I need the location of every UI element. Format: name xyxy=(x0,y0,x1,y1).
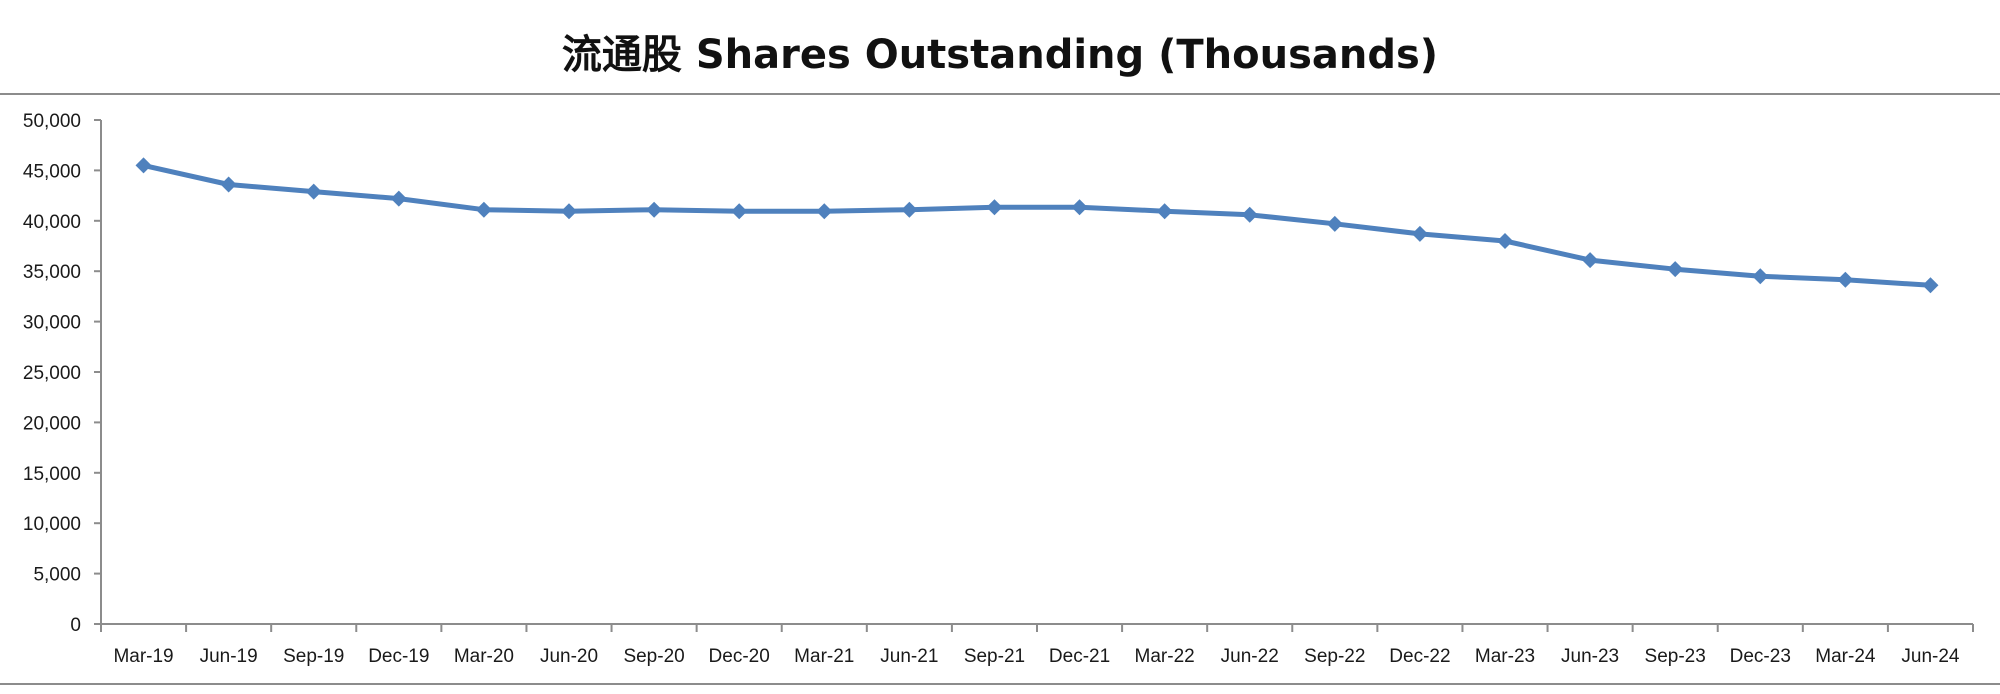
data-point-marker xyxy=(135,157,152,174)
x-tick-label: Dec-19 xyxy=(368,646,429,667)
y-tick-label: 35,000 xyxy=(23,262,81,283)
x-tick-label: Jun-19 xyxy=(200,646,258,667)
data-point-marker xyxy=(1411,225,1428,242)
y-tick-label: 25,000 xyxy=(23,363,81,384)
data-point-marker xyxy=(1071,199,1088,216)
x-tick-label: Sep-22 xyxy=(1304,646,1365,667)
y-tick-label: 45,000 xyxy=(23,161,81,182)
data-point-marker xyxy=(1752,268,1769,285)
y-tick-label: 50,000 xyxy=(23,111,81,132)
data-point-marker xyxy=(1922,277,1939,294)
data-point-marker xyxy=(305,183,322,200)
x-tick-label: Sep-23 xyxy=(1645,646,1706,667)
x-axis-tick-labels: Mar-19 Jun-19 Sep-19 Dec-19 Mar-20 Jun-20 Sep-… xyxy=(113,646,1959,667)
x-tick-label: Jun-23 xyxy=(1561,646,1619,667)
data-point-marker xyxy=(901,201,918,218)
data-point-marker xyxy=(1156,203,1173,220)
x-tick-label: Dec-22 xyxy=(1389,646,1450,667)
data-point-marker xyxy=(561,203,577,220)
y-tick-label: 0 xyxy=(70,615,81,636)
x-tick-label: Mar-22 xyxy=(1135,646,1195,667)
data-point-marker xyxy=(220,176,237,193)
x-tick-label: Mar-21 xyxy=(794,646,854,667)
y-tick-label: 15,000 xyxy=(23,464,81,485)
series-line xyxy=(141,162,1933,288)
data-point-marker xyxy=(986,199,1003,216)
data-point-marker xyxy=(731,203,748,220)
data-point-marker xyxy=(1837,271,1854,288)
x-tick-label: Dec-21 xyxy=(1049,646,1110,667)
y-axis-tick-labels: 50,000 45,000 40,000 35,000 30,000 25,000 20,0… xyxy=(23,111,81,636)
x-tick-label: Mar-20 xyxy=(454,646,514,667)
data-point-marker xyxy=(1667,261,1684,278)
x-tick-label: Dec-23 xyxy=(1730,646,1791,667)
series-group xyxy=(135,157,1939,294)
data-point-marker xyxy=(475,201,492,218)
x-tick-label: Jun-20 xyxy=(540,646,598,667)
y-tick-label: 20,000 xyxy=(23,413,81,434)
x-tick-label: Dec-20 xyxy=(709,646,770,667)
x-tick-label: Sep-19 xyxy=(283,646,344,667)
y-tick-label: 40,000 xyxy=(23,212,81,233)
data-point-marker xyxy=(816,203,833,220)
data-point-marker xyxy=(390,190,407,207)
axes xyxy=(94,119,1974,632)
y-tick-label: 5,000 xyxy=(33,565,81,586)
x-tick-label: Sep-20 xyxy=(623,646,684,667)
data-point-marker xyxy=(1241,206,1258,223)
x-tick-label: Jun-22 xyxy=(1221,646,1279,667)
data-point-marker xyxy=(1326,215,1343,232)
x-tick-label: Jun-24 xyxy=(1901,646,1960,667)
x-tick-label: Mar-19 xyxy=(113,646,173,667)
y-tick-label: 30,000 xyxy=(23,313,81,334)
x-tick-label: Jun-21 xyxy=(880,646,938,667)
x-tick-label: Sep-21 xyxy=(964,646,1025,667)
data-point-marker xyxy=(1497,232,1513,249)
data-point-marker xyxy=(646,201,663,218)
y-tick-label: 10,000 xyxy=(23,514,81,535)
x-tick-label: Mar-23 xyxy=(1475,646,1535,667)
x-tick-label: Mar-24 xyxy=(1815,646,1876,667)
chart-title: 流通股 Shares Outstanding (Thousands) xyxy=(562,32,1438,78)
data-point-marker xyxy=(1582,252,1599,269)
